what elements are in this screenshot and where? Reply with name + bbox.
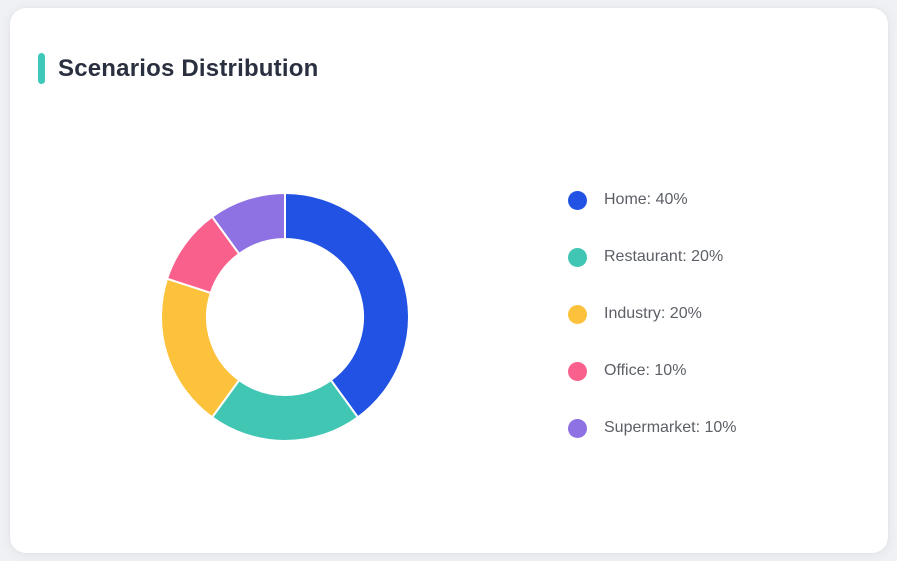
title-accent-bar: [38, 53, 45, 84]
donut-chart: [160, 192, 410, 442]
legend-item-office[interactable]: Office: 10%: [568, 359, 737, 383]
legend-item-restaurant[interactable]: Restaurant: 20%: [568, 245, 737, 269]
donut-segment-restaurant[interactable]: [211, 379, 359, 442]
card-header: Scenarios Distribution: [38, 53, 318, 84]
donut-segment-supermarket[interactable]: [211, 192, 286, 255]
legend-label: Office: 10%: [604, 362, 687, 379]
legend-item-home[interactable]: Home: 40%: [568, 188, 737, 212]
legend-dot: [568, 361, 587, 381]
legend-item-industry[interactable]: Industry: 20%: [568, 302, 737, 326]
chart-legend: Home: 40% Restaurant: 20% Industry: 20% …: [568, 188, 737, 440]
scenarios-distribution-card: Scenarios Distribution Home: 40% Restaur…: [10, 8, 888, 553]
legend-label: Home: 40%: [604, 191, 688, 208]
legend-label: Restaurant: 20%: [604, 248, 724, 265]
legend-dot: [568, 190, 587, 210]
legend-label: Supermarket: 10%: [604, 419, 737, 436]
donut-chart-area: [159, 191, 411, 443]
donut-segment-industry[interactable]: [160, 277, 241, 419]
legend-item-supermarket[interactable]: Supermarket: 10%: [568, 416, 737, 440]
donut-segment-home[interactable]: [284, 192, 410, 419]
legend-dot: [568, 247, 587, 267]
legend-dot: [568, 304, 587, 324]
legend-label: Industry: 20%: [604, 305, 702, 322]
page-title: Scenarios Distribution: [58, 54, 319, 82]
legend-dot: [568, 418, 587, 438]
